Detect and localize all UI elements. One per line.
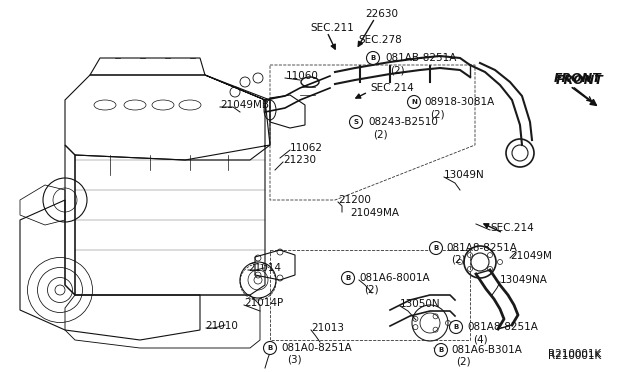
Text: N: N xyxy=(411,99,417,105)
Text: SEC.211: SEC.211 xyxy=(310,23,354,33)
Circle shape xyxy=(408,96,420,109)
Text: (2): (2) xyxy=(364,285,379,295)
Text: 11060: 11060 xyxy=(286,71,319,81)
Text: 21013: 21013 xyxy=(311,323,344,333)
Text: 13050N: 13050N xyxy=(400,299,440,309)
Text: 08918-3081A: 08918-3081A xyxy=(424,97,494,107)
Text: 22630: 22630 xyxy=(365,9,398,19)
Text: SEC.214: SEC.214 xyxy=(370,83,413,93)
Text: 081A8-8251A: 081A8-8251A xyxy=(446,243,517,253)
Text: 13049N: 13049N xyxy=(444,170,484,180)
Circle shape xyxy=(342,272,355,285)
Text: 21049MA: 21049MA xyxy=(350,208,399,218)
Text: B: B xyxy=(433,245,438,251)
Text: 081AB-8251A: 081AB-8251A xyxy=(385,53,456,63)
Text: B: B xyxy=(268,345,273,351)
Circle shape xyxy=(349,115,362,128)
Circle shape xyxy=(435,343,447,356)
Text: (2): (2) xyxy=(430,109,445,119)
Text: 08243-B2510: 08243-B2510 xyxy=(368,117,438,127)
Text: 21010: 21010 xyxy=(205,321,238,331)
Text: FRONT: FRONT xyxy=(554,71,602,84)
Text: 13049NA: 13049NA xyxy=(500,275,548,285)
Text: (2): (2) xyxy=(456,357,470,367)
Text: 081A6-8001A: 081A6-8001A xyxy=(359,273,429,283)
Text: B: B xyxy=(438,347,444,353)
Circle shape xyxy=(429,241,442,254)
Text: SEC.278: SEC.278 xyxy=(358,35,402,45)
Text: (2): (2) xyxy=(451,255,466,265)
Circle shape xyxy=(449,321,463,334)
Text: 21049MB: 21049MB xyxy=(220,100,269,110)
Text: R210001K: R210001K xyxy=(548,351,601,361)
Text: 11062: 11062 xyxy=(290,143,323,153)
Text: 081A8-8251A: 081A8-8251A xyxy=(467,322,538,332)
Text: SEC.214: SEC.214 xyxy=(490,223,534,233)
Text: (4): (4) xyxy=(473,334,488,344)
Text: 081A6-B301A: 081A6-B301A xyxy=(451,345,522,355)
Text: B: B xyxy=(453,324,459,330)
Text: 081A0-8251A: 081A0-8251A xyxy=(281,343,352,353)
Text: (2): (2) xyxy=(373,129,388,139)
Text: R210001K: R210001K xyxy=(548,349,601,359)
Text: S: S xyxy=(353,119,358,125)
Text: B: B xyxy=(371,55,376,61)
Text: 21049M: 21049M xyxy=(510,251,552,261)
Text: 21014P: 21014P xyxy=(244,298,284,308)
Text: FRONT: FRONT xyxy=(556,74,604,87)
Circle shape xyxy=(264,341,276,355)
Text: 21230: 21230 xyxy=(283,155,316,165)
Text: (2): (2) xyxy=(390,65,404,75)
Text: (3): (3) xyxy=(287,355,301,365)
Circle shape xyxy=(367,51,380,64)
Text: B: B xyxy=(346,275,351,281)
Text: 21200: 21200 xyxy=(338,195,371,205)
Text: 21014: 21014 xyxy=(248,263,281,273)
